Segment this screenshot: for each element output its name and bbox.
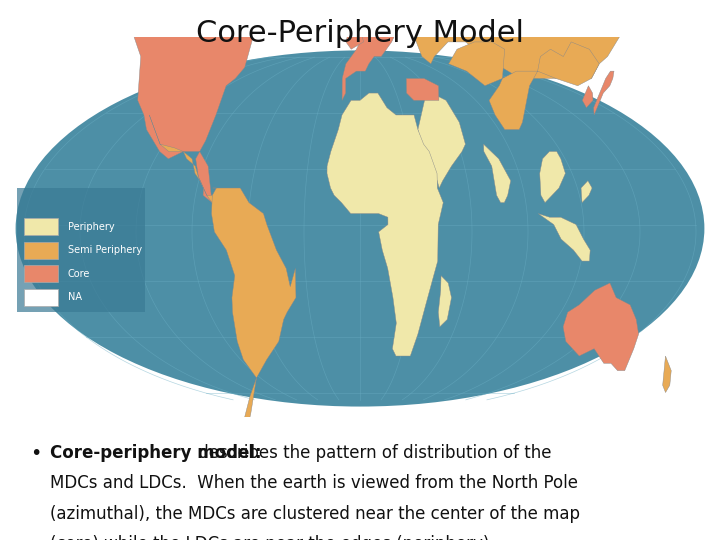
Polygon shape	[540, 152, 565, 202]
Polygon shape	[406, 78, 439, 100]
Polygon shape	[489, 42, 599, 130]
Text: •: •	[30, 444, 41, 463]
Text: NA: NA	[68, 292, 81, 302]
Polygon shape	[322, 0, 339, 2]
Bar	[24, 242, 58, 259]
Polygon shape	[593, 71, 614, 115]
Bar	[24, 289, 58, 306]
Ellipse shape	[16, 50, 704, 407]
Text: MDCs and LDCs.  When the earth is viewed from the North Pole: MDCs and LDCs. When the earth is viewed …	[50, 474, 577, 492]
Polygon shape	[563, 283, 639, 370]
Text: Core-periphery model:: Core-periphery model:	[50, 444, 261, 462]
Polygon shape	[404, 0, 655, 78]
Text: Core: Core	[68, 269, 90, 279]
Text: describes the pattern of distribution of the: describes the pattern of distribution of…	[193, 444, 552, 462]
Polygon shape	[582, 86, 593, 107]
Polygon shape	[69, 0, 116, 20]
Polygon shape	[484, 144, 510, 202]
Polygon shape	[342, 0, 409, 100]
Polygon shape	[212, 188, 296, 433]
Polygon shape	[581, 181, 592, 202]
FancyBboxPatch shape	[17, 188, 145, 313]
Polygon shape	[327, 93, 444, 356]
Polygon shape	[346, 20, 364, 49]
Text: (core) while the LDCs are near the edges (periphery).: (core) while the LDCs are near the edges…	[50, 536, 494, 540]
Polygon shape	[449, 42, 505, 86]
Polygon shape	[149, 115, 216, 202]
Bar	[24, 218, 58, 235]
Polygon shape	[539, 214, 590, 261]
Polygon shape	[418, 93, 465, 188]
Text: (azimuthal), the MDCs are clustered near the center of the map: (azimuthal), the MDCs are clustered near…	[50, 505, 580, 523]
Polygon shape	[662, 356, 671, 393]
Polygon shape	[68, 0, 268, 202]
Polygon shape	[438, 275, 451, 327]
Bar	[24, 266, 58, 282]
Polygon shape	[369, 0, 408, 28]
Text: Core-Periphery Model: Core-Periphery Model	[196, 19, 524, 48]
Text: Semi Periphery: Semi Periphery	[68, 245, 142, 255]
Text: Periphery: Periphery	[68, 222, 114, 232]
